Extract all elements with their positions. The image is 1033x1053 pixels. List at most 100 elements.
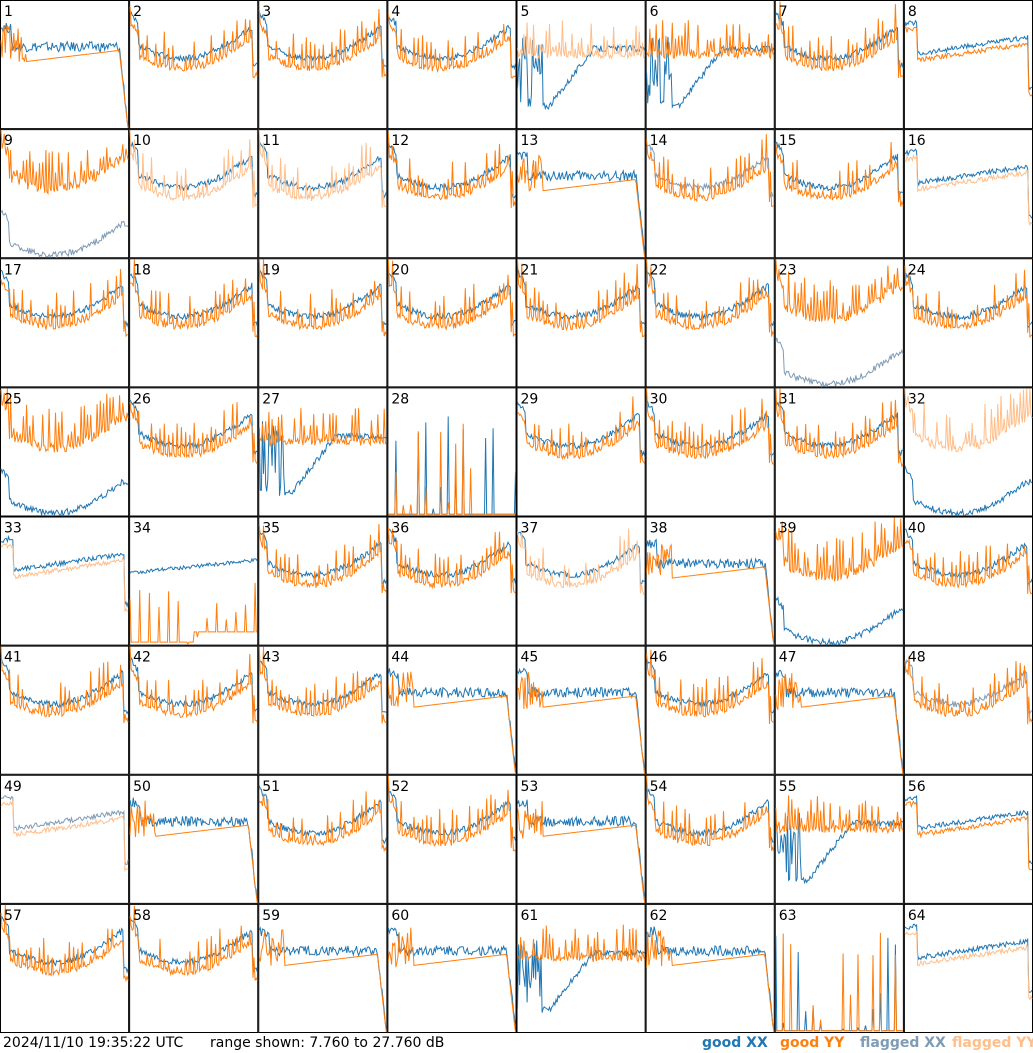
antenna-panel: 51 [258, 774, 388, 904]
timestamp: 2024/11/10 19:35:22 UTC [3, 1035, 184, 1051]
antenna-number-label: 5 [521, 4, 530, 20]
series-yy-line [517, 154, 646, 258]
series-xx-line [904, 794, 1033, 865]
series-xx-line [904, 465, 1033, 517]
series-yy-line [258, 408, 387, 448]
antenna-number-label: 62 [650, 908, 668, 924]
series-yy-line [387, 671, 516, 774]
series-yy-line [646, 20, 775, 60]
series-xx-line [517, 36, 646, 111]
series-yy-line [258, 791, 387, 853]
antenna-number-label: 6 [650, 4, 659, 20]
antenna-panel: 22 [645, 258, 775, 388]
series-xx-line [129, 141, 258, 199]
antenna-number-label: 47 [779, 650, 797, 666]
antenna-panel: 2 [129, 0, 259, 130]
series-xx-line [775, 669, 904, 774]
range-label-text: range shown: [210, 1035, 305, 1051]
antenna-number-label: 49 [4, 779, 22, 795]
antenna-panel: 29 [516, 387, 646, 517]
series-yy-line [775, 795, 904, 835]
antenna-panel: 31 [774, 387, 904, 517]
panel-frame [387, 645, 517, 775]
series-yy-line [387, 775, 516, 852]
series-yy-line [775, 259, 904, 324]
panel-frame [387, 129, 517, 259]
series-yy-line [0, 25, 129, 129]
antenna-panel: 6 [645, 0, 775, 130]
range-max: 27.760 [372, 1035, 422, 1051]
series-yy-line [0, 646, 129, 724]
series-yy-line [646, 930, 775, 1033]
antenna-panel: 21 [516, 258, 646, 388]
antenna-panel: 55 [774, 774, 904, 904]
series-yy-line [646, 649, 774, 725]
footer: 2024/11/10 19:35:22 UTC range shown: 7.7… [0, 1033, 1033, 1053]
antenna-number-label: 14 [650, 133, 668, 149]
panel-frame [903, 903, 1033, 1033]
series-yy-line [646, 543, 775, 645]
antenna-panel: 1 [0, 0, 130, 130]
antenna-panel: 34 [129, 516, 259, 646]
antenna-number-label: 60 [391, 908, 409, 924]
panel-frame [903, 129, 1033, 259]
series-yy-line [129, 401, 258, 465]
series-yy-line [258, 646, 387, 724]
antenna-number-label: 12 [391, 133, 409, 149]
antenna-number-label: 7 [779, 4, 788, 20]
antenna-number-label: 25 [4, 391, 22, 407]
antenna-number-label: 13 [521, 133, 539, 149]
series-yy-line [904, 930, 1033, 1001]
antenna-number-label: 34 [133, 521, 151, 537]
antenna-panel: 30 [645, 387, 775, 517]
range-unit: dB [425, 1035, 445, 1051]
series-yy-line [904, 655, 1033, 725]
antenna-number-label: 31 [779, 391, 797, 407]
antenna-number-label: 44 [391, 650, 409, 666]
antenna-number-label: 41 [4, 650, 22, 666]
series-yy-line [517, 259, 646, 338]
panel-frame [903, 387, 1033, 517]
antenna-number-label: 55 [779, 779, 797, 795]
antenna-number-label: 37 [521, 521, 539, 537]
antenna-number-label: 40 [908, 521, 926, 537]
series-yy-line [904, 800, 1033, 871]
series-yy-line [129, 646, 258, 724]
antenna-panel: 62 [645, 903, 775, 1033]
panel-frame [903, 0, 1033, 130]
antenna-panel: 27 [258, 387, 388, 517]
panel-frame [903, 774, 1033, 904]
antenna-panel: 64 [903, 903, 1033, 1033]
legend-good-xx: good XX [702, 1035, 768, 1051]
series-xx-line [517, 667, 646, 774]
antenna-number-label: 29 [521, 391, 539, 407]
antenna-panel: 33 [0, 516, 130, 646]
series-yy-line [775, 673, 904, 774]
series-xx-line [0, 209, 129, 259]
series-yy-line [517, 20, 646, 60]
antenna-panel: 12 [387, 129, 517, 259]
antenna-number-label: 48 [908, 650, 926, 666]
antenna-number-label: 15 [779, 133, 797, 149]
antenna-number-label: 45 [521, 650, 539, 666]
antenna-panel: 57 [0, 903, 130, 1033]
series-yy-line [517, 924, 646, 963]
legend-flagged-xx: flagged XX [860, 1035, 946, 1051]
antenna-panel: 36 [387, 516, 517, 646]
series-xx-line [387, 668, 516, 770]
series-yy-line [258, 523, 387, 594]
antenna-panel: 39 [774, 516, 904, 646]
legend-good-yy: good YY [780, 1035, 845, 1051]
series-yy-line [388, 423, 516, 515]
antenna-panel: 48 [903, 645, 1033, 775]
antenna-panel: 18 [129, 258, 259, 388]
series-yy-line [129, 905, 258, 981]
antenna-number-label: 51 [262, 779, 280, 795]
antenna-number-label: 22 [650, 262, 668, 278]
series-yy-line [0, 130, 129, 196]
series-yy-line [0, 388, 129, 453]
antenna-number-label: 26 [133, 391, 151, 407]
series-yy-line [904, 265, 1033, 339]
antenna-panel: 61 [516, 903, 646, 1033]
antenna-number-label: 46 [650, 650, 668, 666]
